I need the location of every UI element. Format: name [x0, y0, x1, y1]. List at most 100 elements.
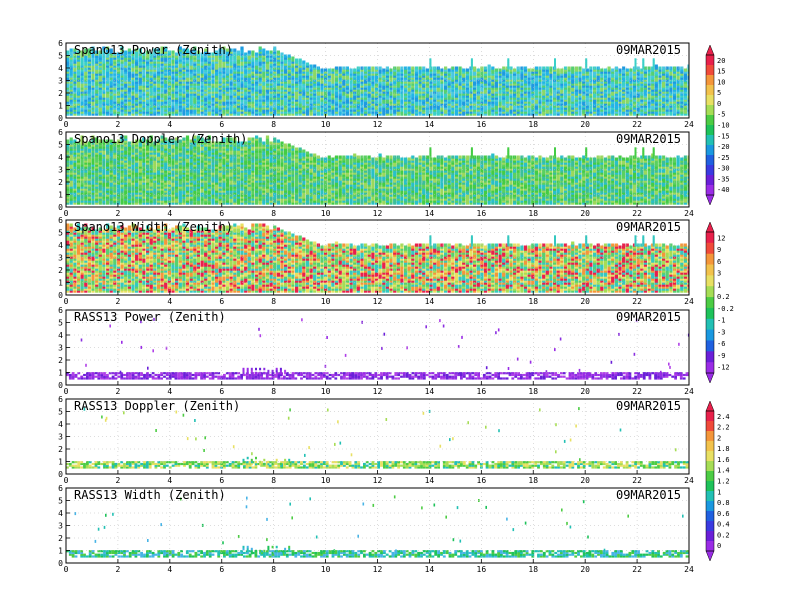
- data-cell: [502, 102, 506, 106]
- data-cell: [654, 102, 658, 106]
- data-cell: [284, 68, 288, 72]
- data-cell: [389, 96, 393, 100]
- data-cell: [153, 90, 157, 94]
- data-cell: [643, 78, 647, 82]
- data-cell: [164, 52, 168, 56]
- data-cell: [582, 110, 586, 114]
- data-cell: [167, 64, 171, 68]
- data-cell: [643, 112, 647, 116]
- data-cell: [236, 102, 240, 106]
- data-cell: [116, 56, 121, 60]
- data-cell: [534, 84, 538, 88]
- data-cell: [76, 92, 81, 96]
- data-cell: [538, 70, 542, 74]
- data-cell: [269, 110, 273, 114]
- data-cell: [513, 100, 517, 104]
- data-cell: [280, 84, 284, 88]
- data-cell: [98, 74, 102, 78]
- data-cell: [316, 112, 320, 116]
- data-cell: [149, 66, 153, 70]
- data-cell: [614, 106, 618, 110]
- data-cell: [367, 112, 371, 116]
- data-cell: [171, 110, 175, 114]
- data-cell: [527, 74, 531, 78]
- data-cell: [404, 102, 408, 106]
- data-cell: [465, 108, 469, 112]
- data-cell: [196, 86, 200, 90]
- data-cell: [76, 94, 81, 98]
- data-cell: [549, 80, 553, 84]
- data-cell: [98, 98, 102, 102]
- data-cell: [331, 94, 335, 98]
- data-cell: [91, 157, 95, 161]
- data-cell: [422, 92, 426, 96]
- data-cell: [215, 52, 219, 56]
- data-cell: [556, 102, 560, 106]
- data-cell: [538, 90, 542, 94]
- data-cell: [665, 100, 669, 104]
- data-cell: [258, 86, 262, 90]
- data-cell: [265, 56, 270, 60]
- data-cell: [574, 78, 578, 82]
- data-cell: [425, 70, 429, 74]
- data-cell: [76, 78, 81, 82]
- data-cell: [349, 112, 353, 116]
- data-cell: [625, 84, 629, 88]
- data-cell: [454, 74, 459, 78]
- data-cell: [334, 102, 339, 106]
- data-cell: [120, 50, 124, 54]
- data-cell: [284, 66, 288, 70]
- data-cell: [69, 151, 73, 155]
- data-cell: [193, 92, 197, 96]
- data-cell: [385, 90, 389, 94]
- data-cell: [280, 112, 284, 116]
- data-cell: [146, 84, 150, 88]
- data-cell: [483, 104, 488, 108]
- data-cell: [160, 62, 164, 66]
- data-cell: [222, 108, 226, 112]
- data-cell: [69, 163, 73, 167]
- data-cell: [258, 104, 262, 108]
- data-cell: [571, 66, 575, 70]
- data-cell: [124, 54, 128, 58]
- data-cell: [560, 88, 564, 92]
- data-cell: [229, 48, 233, 52]
- data-cell: [342, 88, 346, 92]
- data-cell: [534, 112, 538, 116]
- data-cell: [596, 96, 600, 100]
- data-cell: [596, 68, 600, 72]
- data-cell: [676, 92, 680, 96]
- data-cell: [665, 96, 669, 100]
- data-cell: [276, 62, 280, 66]
- data-cell: [193, 110, 197, 114]
- data-cell: [76, 201, 81, 205]
- data-cell: [309, 86, 313, 90]
- data-cell: [167, 58, 171, 62]
- data-cell: [69, 165, 73, 169]
- data-cell: [149, 82, 153, 86]
- data-cell: [389, 88, 393, 92]
- data-cell: [240, 56, 244, 60]
- data-cell: [523, 92, 528, 96]
- data-cell: [66, 191, 70, 195]
- data-cell: [116, 72, 121, 76]
- data-cell: [309, 64, 313, 68]
- data-cell: [640, 92, 644, 96]
- data-cell: [95, 100, 99, 104]
- data-cell: [509, 90, 513, 94]
- data-cell: [527, 108, 531, 112]
- data-cell: [411, 76, 415, 80]
- data-cell: [98, 88, 102, 92]
- data-cell: [331, 78, 335, 82]
- data-cell: [236, 58, 240, 62]
- data-cell: [291, 62, 295, 66]
- data-cell: [411, 68, 415, 72]
- data-cell: [654, 68, 658, 72]
- data-cell: [149, 76, 153, 80]
- data-cell: [425, 72, 429, 76]
- data-cell: [374, 112, 379, 116]
- data-cell: [255, 96, 259, 100]
- data-cell: [480, 106, 484, 110]
- data-cell: [632, 78, 637, 82]
- data-cell: [393, 88, 397, 92]
